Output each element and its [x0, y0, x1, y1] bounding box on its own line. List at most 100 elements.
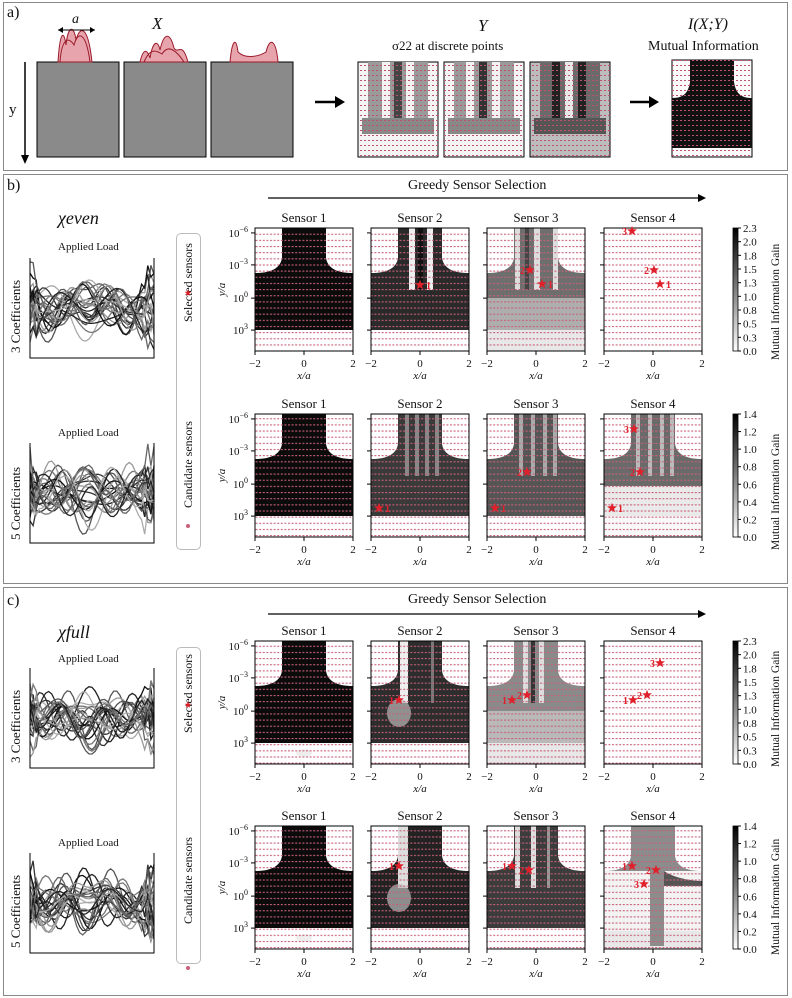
sensor-title-3-0: Sensor 1	[281, 808, 326, 823]
sensor-field-1-1	[371, 414, 469, 537]
sensor-title-0-2: Sensor 3	[513, 210, 558, 225]
xtick-1-1-1: 0	[417, 544, 423, 556]
colorbar-0	[732, 227, 739, 352]
colorbar-tick-0-0: 2.3	[743, 223, 757, 235]
sensor-field-3-3	[604, 826, 702, 949]
colorbar-tick-1-1: 1.2	[743, 427, 757, 439]
colorbar-tick-3-3: 0.8	[743, 874, 757, 886]
ytick-1-1: 10−3	[228, 443, 248, 458]
xtick-3-0-2: 2	[350, 956, 356, 968]
colorbar-tick-1-3: 0.8	[743, 462, 757, 474]
ytick-0-1: 10−3	[228, 257, 248, 272]
xtick-3-3-0: −2	[598, 956, 610, 968]
colorbar-tick-2-2: 1.8	[743, 663, 757, 675]
sensor-field-3-1	[371, 826, 469, 949]
sensor-title-2-3: Sensor 4	[630, 623, 676, 638]
selected-sensor-number: 1	[666, 280, 671, 291]
selected-sensor-number: 2	[517, 468, 522, 479]
selected-sensor-star	[394, 860, 404, 871]
ytick-2-0: 10−6	[228, 638, 248, 653]
colorbar-tick-2-6: 0.8	[743, 718, 757, 730]
sensor-field-1-0	[255, 414, 353, 537]
sensor-field-0-3	[604, 228, 702, 351]
xtick-3-2-1: 0	[533, 956, 539, 968]
x-label: X	[152, 14, 163, 33]
sensor-title-1-2: Sensor 3	[513, 396, 558, 411]
sensor-title-1-1: Sensor 2	[397, 396, 442, 411]
xtick-2-2-1: 0	[533, 771, 539, 783]
selected-sensor-star	[522, 466, 532, 477]
ytick-0-0: 10−6	[228, 225, 248, 240]
selected-sensor-number: 2	[644, 266, 649, 277]
selected-sensor-star	[525, 264, 535, 275]
sensor-field-2-0	[255, 641, 353, 764]
sensor-field-3-0	[255, 826, 353, 949]
selected-sensor-number: 3	[650, 659, 655, 670]
xtick-1-0-0: −2	[249, 544, 261, 556]
colorbar-1	[732, 413, 739, 538]
xlabel-2-1: x/a	[412, 783, 427, 795]
xtick-0-2-1: 0	[533, 358, 539, 370]
xtick-3-2-2: 2	[582, 956, 588, 968]
xtick-2-1-0: −2	[365, 771, 377, 783]
legend-candidate-marker	[186, 524, 190, 528]
panel-b-family: χeven	[58, 208, 99, 228]
a-label: a	[72, 12, 79, 27]
selected-sensor-number: 3	[634, 880, 639, 891]
sensor-field-2-2	[487, 641, 585, 764]
panel-c	[3, 587, 788, 996]
selected-sensor-number: 1	[426, 281, 431, 292]
sensor-field-3-2	[487, 826, 585, 949]
xlabel-3-3: x/a	[645, 968, 660, 980]
colorbar-2	[732, 640, 739, 765]
selected-sensor-number: 2	[520, 266, 525, 277]
selected-sensor-number: 1	[548, 280, 553, 291]
load-box-2	[123, 61, 207, 158]
y-field-1	[357, 61, 439, 158]
selected-sensor-star	[655, 278, 665, 289]
ytick-1-0: 10−6	[228, 411, 248, 426]
selected-sensor-star	[651, 864, 661, 875]
xtick-1-3-2: 2	[699, 544, 705, 556]
xlabel-1-2: x/a	[528, 556, 543, 568]
selected-sensor-star	[394, 694, 404, 705]
selected-sensor-number: 1	[501, 504, 506, 515]
sensor-title-0-3: Sensor 4	[630, 210, 676, 225]
selected-sensor-star	[507, 694, 517, 705]
xtick-0-3-2: 2	[699, 358, 705, 370]
xtick-2-0-2: 2	[350, 771, 356, 783]
sensor-field-0-0	[255, 228, 353, 351]
xlabel-0-1: x/a	[412, 370, 427, 382]
xlabel-3-1: x/a	[412, 968, 427, 980]
colorbar-tick-2-1: 2.0	[743, 650, 757, 662]
xtick-3-3-1: 0	[650, 956, 656, 968]
ytick-3-1: 10−3	[228, 855, 248, 870]
panel-b-arrow-label: Greedy Sensor Selection	[408, 178, 547, 193]
colorbar-tick-1-7: 0.0	[743, 532, 757, 544]
selected-sensor-number: 1	[389, 696, 394, 707]
selected-sensor-star	[635, 466, 645, 477]
xtick-3-1-0: −2	[365, 956, 377, 968]
xtick-3-0-1: 0	[301, 956, 307, 968]
panel-a	[3, 2, 788, 171]
xlabel-2-3: x/a	[645, 783, 660, 795]
colorbar-tick-1-6: 0.2	[743, 514, 757, 526]
colorbar-tick-1-4: 0.6	[743, 479, 757, 491]
colorbar-tick-1-5: 0.4	[743, 497, 757, 509]
sensor-title-1-3: Sensor 4	[630, 396, 676, 411]
ytick-2-1: 10−3	[228, 670, 248, 685]
selected-sensor-number: 1	[385, 504, 390, 515]
colorbar-tick-0-4: 1.3	[743, 278, 757, 290]
i-sublabel: Mutual Information	[648, 39, 759, 54]
ytick-0-2: 100	[233, 290, 248, 305]
panel-a-label: a)	[7, 4, 20, 21]
xtick-3-1-2: 2	[466, 956, 472, 968]
xtick-3-2-0: −2	[481, 956, 493, 968]
legend-c	[176, 647, 201, 964]
xtick-0-3-1: 0	[650, 358, 656, 370]
y-label: Y	[478, 16, 488, 35]
xtick-0-2-2: 2	[582, 358, 588, 370]
selected-sensor-star	[639, 878, 649, 889]
xtick-1-2-0: −2	[481, 544, 493, 556]
colorbar-tick-3-6: 0.2	[743, 926, 757, 938]
